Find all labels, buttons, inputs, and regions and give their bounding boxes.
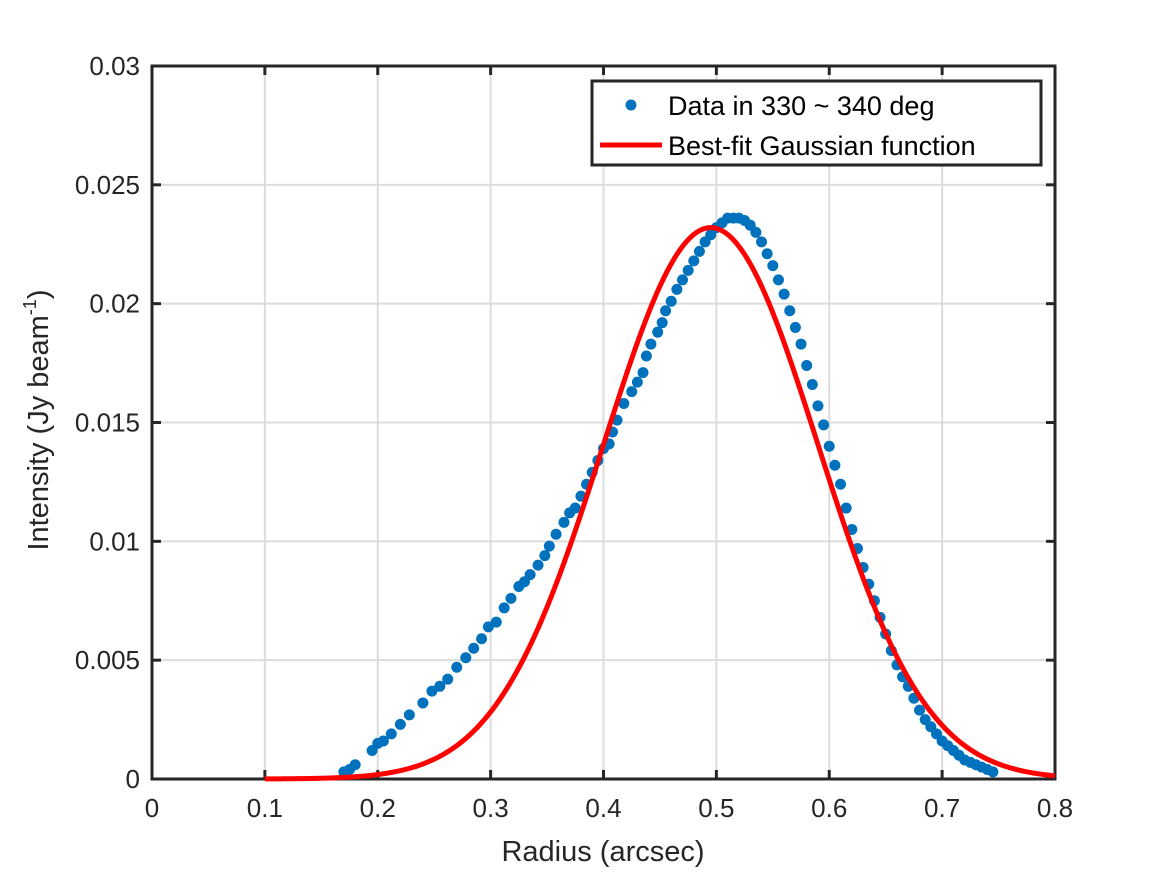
fit-line <box>264 225 1056 782</box>
y-tick-label: 0.025 <box>75 170 140 200</box>
data-point <box>693 245 705 257</box>
data-point <box>385 728 397 740</box>
y-tick-label: 0.015 <box>75 408 140 438</box>
data-point <box>840 502 852 514</box>
x-tick-label: 0.6 <box>811 793 847 823</box>
data-point <box>637 367 649 379</box>
axes <box>150 64 1057 781</box>
data-point <box>505 592 517 604</box>
y-tick-label: 0.03 <box>89 51 140 81</box>
data-point <box>426 685 438 697</box>
data-point <box>524 569 536 581</box>
legend: Data in 330 ~ 340 deg Best-fit Gaussian … <box>590 79 1043 167</box>
data-point <box>394 718 406 730</box>
data-point <box>349 759 361 771</box>
x-tick-label: 0.3 <box>473 793 509 823</box>
data-point <box>377 735 389 747</box>
y-axis-title-sup: -1 <box>20 299 40 315</box>
data-point <box>818 419 830 431</box>
legend-label-fit: Best-fit Gaussian function <box>668 131 976 161</box>
data-point <box>442 673 454 685</box>
data-point <box>460 652 472 664</box>
data-point <box>823 440 835 452</box>
data-point <box>539 550 551 562</box>
data-point <box>498 602 510 614</box>
data-point <box>806 378 818 390</box>
data-point <box>756 236 768 248</box>
y-tick-label: 0 <box>126 764 140 794</box>
data-point <box>569 502 581 514</box>
legend-box <box>590 79 1043 167</box>
data-point <box>618 397 630 409</box>
x-tick-label: 0.5 <box>698 793 734 823</box>
data-point <box>558 516 570 528</box>
data-point <box>550 528 562 540</box>
data-point <box>532 559 544 571</box>
data-point <box>772 274 784 286</box>
y-tick-label: 0.01 <box>89 526 140 556</box>
data-point <box>631 376 643 388</box>
data-point <box>656 317 668 329</box>
y-axis-title-main: Intensity (Jy beam <box>23 315 55 550</box>
data-point <box>767 260 779 272</box>
data-point <box>451 661 463 673</box>
x-axis-title: Radius (arcsec) <box>501 836 704 868</box>
y-tick-label: 0.005 <box>75 645 140 675</box>
data-point <box>543 540 555 552</box>
data-point <box>801 359 813 371</box>
x-tick-label: 0.8 <box>1037 793 1073 823</box>
data-point <box>476 633 488 645</box>
x-tick-label: 0.2 <box>360 793 396 823</box>
data-point <box>784 305 796 317</box>
data-point <box>750 226 762 238</box>
data-point <box>682 264 694 276</box>
x-tick-label: 0.1 <box>247 793 283 823</box>
data-point <box>417 697 429 709</box>
data-point <box>761 248 773 260</box>
data-point <box>660 305 672 317</box>
data-point <box>829 459 841 471</box>
data-point <box>789 321 801 333</box>
x-tick-label: 0.7 <box>924 793 960 823</box>
data-point <box>626 386 638 398</box>
grid <box>152 66 1055 779</box>
data-point <box>403 709 415 721</box>
data-point <box>640 350 652 362</box>
data-point <box>434 680 446 692</box>
legend-label-data: Data in 330 ~ 340 deg <box>668 91 934 121</box>
data-point <box>645 338 657 350</box>
legend-marker-data <box>625 99 637 111</box>
y-axis-title: Intensity (Jy beam-1) <box>20 289 55 550</box>
x-tick-label: 0.4 <box>585 793 621 823</box>
fit-layer <box>264 225 1056 782</box>
data-point <box>482 621 494 633</box>
data-point <box>835 478 847 490</box>
plot-area <box>338 212 999 778</box>
y-axis-title-end: ) <box>23 289 55 299</box>
data-point <box>490 616 502 628</box>
data-point <box>677 274 689 286</box>
data-point <box>795 338 807 350</box>
data-point <box>688 255 700 267</box>
data-point <box>468 642 480 654</box>
tick-labels: 0 0.1 0.2 0.3 0.4 0.5 0.6 0.7 0.8 0 0.005 0.01 0.015… <box>75 51 1073 823</box>
y-tick-label: 0.02 <box>89 289 140 319</box>
data-point <box>987 766 999 778</box>
data-point <box>671 283 683 295</box>
data-point <box>812 400 824 412</box>
data-point <box>914 704 926 716</box>
x-tick-label: 0 <box>145 793 159 823</box>
data-point <box>665 295 677 307</box>
data-point <box>652 326 664 338</box>
data-point <box>778 288 790 300</box>
